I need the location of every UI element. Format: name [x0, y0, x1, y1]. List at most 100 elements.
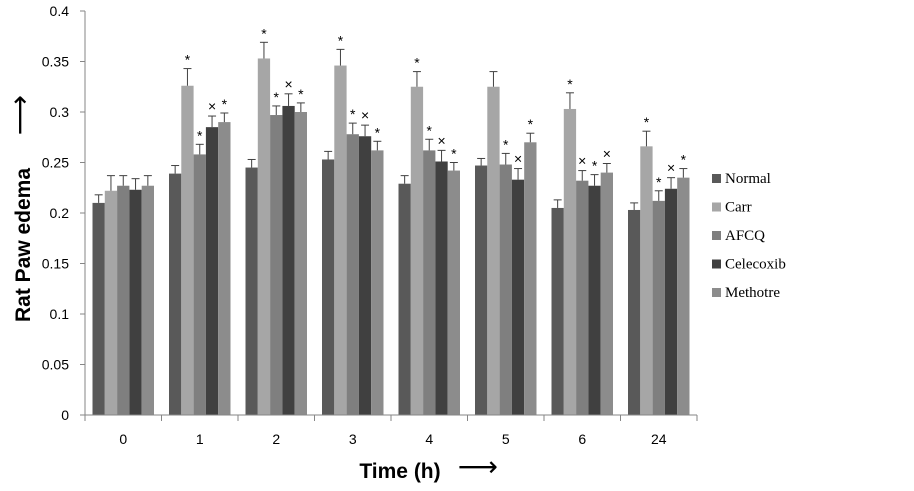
bar-afcq-24: [652, 200, 665, 415]
significance-marker: ×: [284, 76, 292, 92]
significance-marker: *: [656, 174, 662, 190]
bar-methotre-3: [371, 150, 384, 415]
significance-marker: *: [274, 89, 280, 105]
bar-normal-0: [92, 202, 105, 415]
y-tick-label: 0.35: [42, 54, 69, 70]
bar-celecoxib-3: [358, 136, 372, 416]
bar-methotre-5: [524, 142, 537, 416]
bar-afcq-2: [270, 115, 283, 415]
y-axis-title: Rat Paw edema: [12, 168, 35, 322]
bar-carr-6: [563, 108, 577, 415]
x-ticks: 0 1 2 3 4 5 6 24: [84, 415, 698, 447]
bar-carr-5: [487, 86, 500, 415]
bar-celecoxib-0: [129, 189, 142, 415]
legend-swatch: [712, 259, 721, 269]
significance-marker: ×: [361, 107, 369, 123]
bar-methotre-4: [447, 170, 460, 415]
y-axis-arrow: ⟶: [3, 95, 36, 135]
significance-marker: *: [592, 158, 598, 174]
legend-label: Normal: [725, 171, 771, 187]
y-tick-label: 0: [61, 407, 69, 423]
y-axis-title-group: Rat Paw edema ⟶: [3, 95, 36, 322]
x-tick-label: 0: [119, 431, 127, 447]
significance-marker: *: [681, 152, 687, 168]
bar-carr-2: [257, 58, 271, 415]
bar-afcq-5: [499, 164, 512, 415]
bar-carr-1: [181, 85, 194, 416]
bar-celecoxib-6: [588, 185, 601, 415]
bar-carr-4: [410, 86, 424, 415]
x-tick-label: 4: [425, 431, 433, 447]
y-tick-label: 0.1: [50, 306, 70, 322]
x-tick-label: 5: [502, 431, 510, 447]
bar-afcq-6: [576, 180, 589, 415]
legend-label: Carr: [725, 200, 752, 216]
legend-label: Celecoxib: [725, 257, 786, 273]
bar-celecoxib-1: [205, 127, 219, 416]
bar-methotre-24: [677, 177, 690, 415]
bar-celecoxib-4: [435, 161, 448, 415]
legend-swatch: [712, 202, 721, 212]
significance-marker: ×: [667, 160, 675, 176]
bar-normal-5: [475, 165, 488, 415]
significance-marker: *: [451, 146, 457, 162]
significance-marker: *: [414, 55, 420, 71]
x-axis-title: Time (h): [359, 460, 440, 483]
significance-marker: ×: [514, 151, 522, 167]
bar-celecoxib-24: [664, 188, 678, 415]
bars-layer: ** *********×*××××× * ×*****× *: [92, 25, 690, 416]
significance-marker: *: [350, 106, 356, 122]
bar-methotre-2: [294, 112, 307, 415]
bar-celecoxib-2: [282, 105, 295, 415]
x-tick-label: 6: [578, 431, 586, 447]
bar-celecoxib-5: [511, 179, 525, 415]
y-ticks: 0 0.05 0.1 0.15 0.2 0.25 0.3 0.35 0.4: [42, 3, 85, 423]
x-tick-label: 2: [272, 431, 280, 447]
significance-marker: ×: [208, 98, 216, 114]
y-tick-label: 0.25: [42, 155, 69, 171]
y-tick-label: 0.3: [50, 104, 70, 120]
bar-carr-0: [104, 190, 118, 415]
bar-normal-3: [322, 159, 335, 415]
legend-label: AFCQ: [725, 228, 765, 244]
legend: Normal Carr AFCQ Celecoxib Methotre: [712, 171, 786, 301]
significance-marker: *: [298, 86, 304, 102]
significance-marker: *: [528, 116, 534, 132]
significance-marker: *: [644, 114, 650, 130]
x-tick-label: 24: [651, 431, 667, 447]
significance-marker: *: [427, 122, 433, 138]
bar-normal-6: [551, 207, 564, 415]
y-tick-label: 0.15: [42, 256, 69, 272]
significance-marker: ×: [437, 132, 445, 148]
x-axis-arrow: ⟶: [458, 450, 498, 483]
significance-marker: *: [197, 127, 203, 143]
legend-swatch: [712, 231, 721, 240]
bar-methotre-1: [218, 122, 231, 415]
significance-marker: ×: [578, 153, 586, 169]
y-tick-label: 0.2: [50, 205, 70, 221]
bar-methotre-6: [600, 172, 613, 415]
bar-carr-24: [640, 146, 653, 415]
y-tick-label: 0.05: [42, 357, 69, 373]
bar-normal-1: [169, 173, 182, 415]
bar-afcq-1: [193, 154, 206, 416]
legend-swatch: [712, 174, 721, 183]
legend-label: Methotre: [725, 285, 780, 301]
significance-marker: *: [503, 136, 509, 152]
bar-normal-2: [245, 167, 258, 415]
bar-afcq-3: [346, 134, 359, 415]
bar-carr-3: [334, 65, 347, 415]
legend-swatch: [712, 288, 721, 297]
significance-marker: *: [222, 96, 228, 112]
significance-marker: *: [185, 52, 191, 68]
bar-afcq-4: [423, 150, 436, 415]
y-tick-label: 0.4: [50, 3, 70, 19]
bar-normal-24: [628, 209, 641, 415]
significance-marker: *: [567, 76, 573, 92]
significance-marker: *: [261, 25, 267, 41]
x-tick-label: 3: [349, 431, 357, 447]
significance-marker: ×: [603, 146, 611, 162]
significance-marker: *: [338, 32, 344, 48]
bar-afcq-0: [117, 185, 130, 415]
